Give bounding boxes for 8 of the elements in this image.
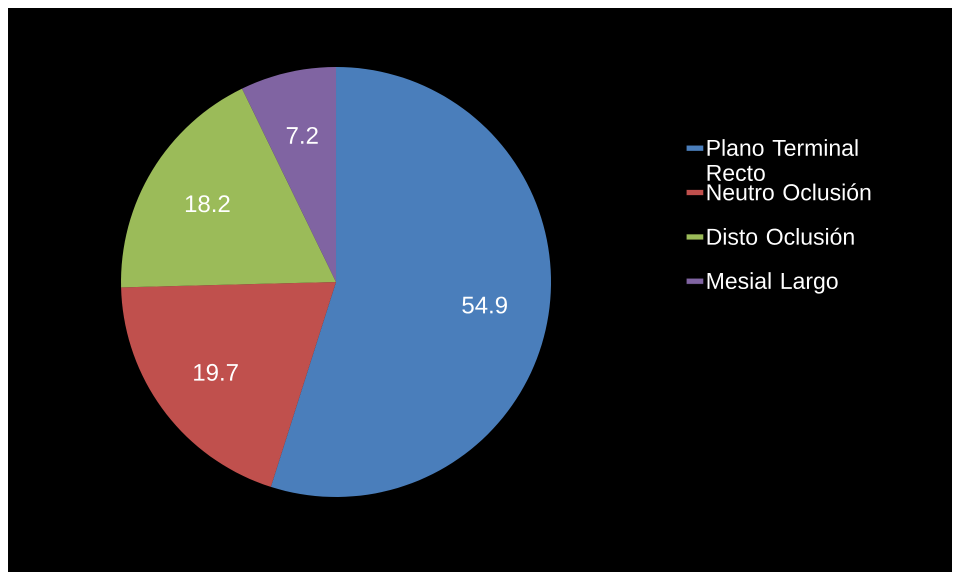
legend-label: Disto Oclusión bbox=[708, 228, 854, 245]
legend-label: Plano Terminal Recto bbox=[708, 139, 858, 182]
data-label: 54.9 bbox=[462, 296, 507, 314]
data-label: 7.2 bbox=[286, 126, 318, 144]
data-label: 18.2 bbox=[186, 195, 230, 212]
data-label: 19.7 bbox=[194, 364, 238, 381]
legend-label: Mesial Largo bbox=[708, 272, 838, 294]
legend-label: Neutro Oclusión bbox=[708, 183, 870, 200]
